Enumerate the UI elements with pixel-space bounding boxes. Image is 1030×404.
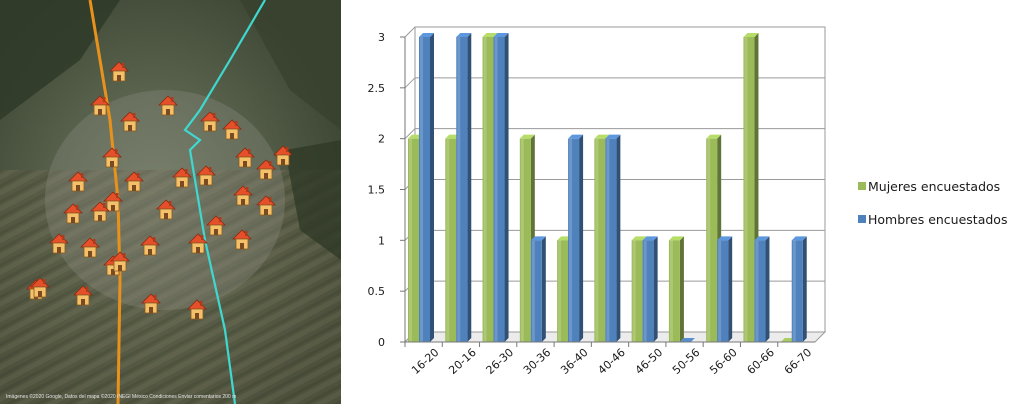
bar-chart: 0 0.5 1 1.5 2 2.5 3 16-20 20-16 26-30 30-36 36-40 4… [345, 0, 1030, 404]
x-tick-label: 40-46 [595, 346, 627, 377]
chart-bar [754, 236, 770, 342]
chart-legend: Mujeres encuestados Hombres encuestados [858, 179, 1007, 227]
legend-label: Hombres encuestados [868, 212, 1007, 227]
x-tick-label: 30-36 [521, 346, 553, 377]
chart-bar [530, 236, 546, 342]
chart-bar [642, 236, 658, 342]
x-tick-label: 60-66 [745, 346, 777, 377]
x-tick-label: 16-20 [409, 346, 441, 377]
chart-bar [456, 33, 472, 342]
x-tick-label: 26-30 [484, 346, 516, 377]
village-area [45, 90, 285, 310]
legend-swatch [858, 215, 866, 223]
chart-bars [408, 33, 807, 342]
x-tick-label: 46-50 [633, 346, 665, 377]
x-tick-label: 66-70 [782, 346, 814, 377]
map-credit: Imágenes ©2020 Google, Datos del mapa ©2… [6, 394, 237, 400]
chart-canvas: 00.511.522.53 16-20 20-16 26-30 30-36 36-40 4… [368, 26, 1007, 377]
y-tick-label: 2.5 [368, 82, 386, 95]
y-axis-ticks: 0 0.5 1 1.5 2 2.5 3 [368, 31, 406, 349]
y-tick-label: 3 [378, 31, 385, 44]
x-axis-ticks: 16-20 20-16 26-30 30-36 36-40 40-46 46-50 50-56… [404, 341, 815, 377]
legend-label: Mujeres encuestados [868, 179, 1000, 194]
y-tick-label: 2 [378, 133, 385, 146]
chart-bar [668, 236, 684, 342]
forest-area-right [240, 0, 341, 130]
x-tick-label: 20-16 [446, 346, 478, 377]
chart-bar [493, 33, 509, 342]
map-image [0, 0, 341, 404]
y-tick-label: 0 [378, 336, 385, 349]
legend-item: Hombres encuestados [858, 212, 1007, 227]
x-tick-label: 50-56 [670, 346, 702, 377]
x-tick-label: 36-40 [558, 346, 590, 377]
y-tick-label: 1.5 [368, 184, 386, 197]
y-tick-label: 0.5 [368, 285, 386, 298]
legend-swatch [858, 182, 866, 190]
chart-bar [605, 134, 621, 342]
y-tick-label: 1 [378, 234, 385, 247]
chart-bar [717, 236, 733, 342]
chart-bar [679, 338, 695, 342]
legend-item: Mujeres encuestados [858, 179, 1000, 194]
forest-area-east [285, 140, 341, 260]
chart-bar [791, 236, 807, 342]
chart-bar [568, 134, 584, 342]
x-tick-label: 56-60 [707, 346, 739, 377]
satellite-map: Imágenes ©2020 Google, Datos del mapa ©2… [0, 0, 341, 404]
road-cyan [183, 0, 266, 404]
forest-area-left [0, 0, 120, 120]
chart-bar [419, 33, 434, 342]
